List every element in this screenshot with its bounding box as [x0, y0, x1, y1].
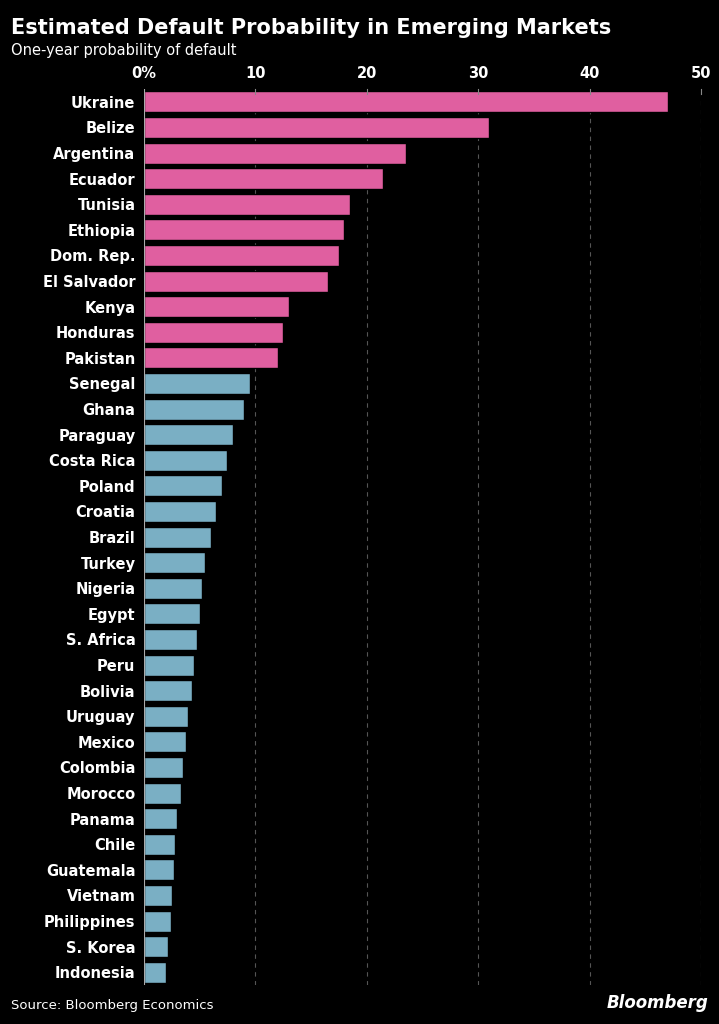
- Bar: [144, 142, 406, 164]
- Text: Estimated Default Probability in Emerging Markets: Estimated Default Probability in Emergin…: [11, 18, 611, 39]
- Bar: [144, 910, 170, 932]
- Bar: [144, 782, 180, 804]
- Text: Bloomberg: Bloomberg: [606, 993, 708, 1012]
- Bar: [144, 91, 668, 113]
- Bar: [144, 245, 339, 266]
- Bar: [144, 322, 283, 343]
- Bar: [144, 885, 172, 906]
- Text: One-year probability of default: One-year probability of default: [11, 43, 237, 58]
- Bar: [144, 373, 249, 394]
- Bar: [144, 424, 233, 445]
- Bar: [144, 501, 216, 522]
- Bar: [144, 578, 202, 599]
- Bar: [144, 834, 175, 855]
- Bar: [144, 117, 490, 138]
- Bar: [144, 808, 178, 829]
- Bar: [144, 731, 186, 753]
- Bar: [144, 296, 289, 317]
- Text: Source: Bloomberg Economics: Source: Bloomberg Economics: [11, 998, 214, 1012]
- Bar: [144, 962, 166, 983]
- Bar: [144, 603, 200, 625]
- Bar: [144, 219, 344, 241]
- Bar: [144, 654, 194, 676]
- Bar: [144, 450, 227, 471]
- Bar: [144, 398, 244, 420]
- Bar: [144, 859, 174, 881]
- Bar: [144, 526, 211, 548]
- Bar: [144, 168, 383, 189]
- Bar: [144, 552, 205, 573]
- Bar: [144, 347, 278, 369]
- Bar: [144, 270, 328, 292]
- Bar: [144, 194, 350, 215]
- Bar: [144, 680, 192, 701]
- Bar: [144, 475, 221, 497]
- Bar: [144, 936, 168, 957]
- Bar: [144, 706, 188, 727]
- Bar: [144, 629, 197, 650]
- Bar: [144, 757, 183, 778]
